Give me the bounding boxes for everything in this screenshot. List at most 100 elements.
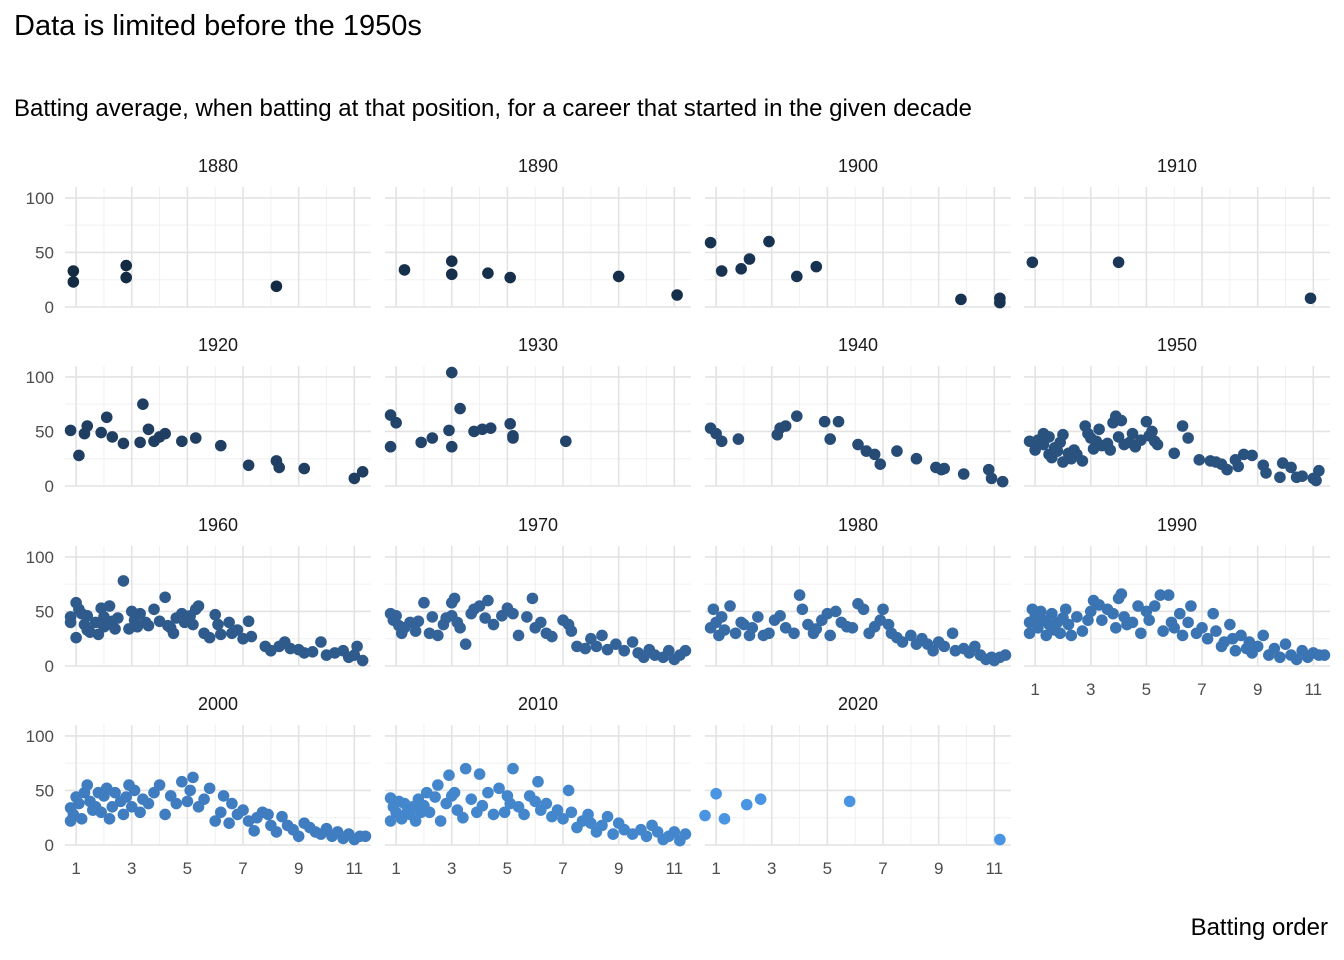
data-point: [292, 830, 305, 843]
data-point: [476, 799, 489, 812]
data-point: [679, 644, 692, 657]
data-point: [715, 611, 728, 623]
data-point: [1235, 629, 1247, 642]
data-point: [601, 810, 614, 823]
data-point: [117, 575, 130, 587]
data-point: [448, 786, 461, 799]
facet-panel-2000: 2000 0 50 100 1 3 5 7 9 11: [26, 694, 372, 878]
data-point: [1168, 622, 1181, 634]
data-point: [565, 625, 578, 637]
data-point: [1182, 616, 1194, 629]
data-point: [170, 797, 183, 810]
data-point: [1173, 607, 1186, 620]
facet-strip-label: 1930: [518, 335, 558, 355]
data-point: [1148, 600, 1161, 612]
data-point: [1071, 611, 1083, 623]
data-point: [590, 640, 603, 653]
data-point: [120, 271, 132, 284]
data-point: [891, 445, 903, 457]
data-point: [159, 808, 171, 821]
data-point: [226, 797, 238, 810]
data-point: [618, 644, 631, 657]
y-tick-label: 0: [45, 477, 54, 496]
data-point: [498, 806, 511, 819]
data-point: [1112, 256, 1125, 269]
data-point: [67, 276, 80, 288]
data-point: [134, 607, 146, 620]
data-point: [1168, 447, 1181, 460]
x-tick-label: 11: [345, 859, 363, 878]
data-point: [793, 589, 806, 601]
data-point: [1318, 649, 1331, 661]
data-point: [1224, 618, 1236, 631]
data-point: [1026, 256, 1039, 269]
y-tick-label: 100: [26, 727, 54, 746]
data-point: [384, 440, 397, 453]
x-tick-label: 11: [1304, 680, 1322, 699]
x-tick-label: 1: [1030, 680, 1039, 699]
data-point: [994, 833, 1006, 846]
data-point: [432, 779, 444, 791]
data-point: [518, 808, 530, 821]
data-point: [1310, 474, 1322, 487]
data-point: [189, 432, 202, 444]
data-point: [423, 806, 436, 819]
data-point: [774, 610, 786, 622]
data-point: [445, 366, 458, 379]
data-point: [459, 762, 472, 775]
y-tick-label: 50: [35, 422, 54, 441]
data-point: [95, 806, 107, 819]
x-tick-label: 3: [767, 859, 776, 878]
data-point: [1132, 600, 1144, 612]
data-point: [927, 644, 939, 657]
data-point: [398, 264, 411, 276]
data-point: [445, 255, 458, 267]
data-point: [607, 828, 619, 840]
facet-panel-1910: 1910: [1024, 156, 1330, 308]
data-point: [142, 423, 155, 436]
data-point: [187, 771, 199, 784]
data-point: [209, 608, 222, 621]
data-point: [1034, 605, 1047, 618]
data-point: [610, 638, 622, 650]
data-point: [874, 458, 887, 470]
data-point: [95, 426, 107, 439]
data-point: [710, 787, 722, 800]
data-point: [242, 615, 255, 628]
data-point: [946, 627, 959, 640]
y-tick-label: 50: [35, 243, 54, 262]
data-point: [818, 415, 831, 428]
data-point: [557, 813, 569, 825]
data-point: [306, 646, 319, 658]
data-point: [1257, 629, 1270, 642]
data-point: [1146, 425, 1158, 438]
data-point: [1176, 420, 1189, 432]
data-point: [443, 769, 455, 781]
data-point: [985, 472, 998, 485]
data-point: [896, 636, 909, 648]
data-point: [504, 271, 516, 284]
data-point: [128, 784, 141, 797]
facet-panel-1900: 1900: [704, 156, 1011, 309]
data-point: [73, 449, 85, 462]
data-point: [112, 612, 124, 624]
data-point: [432, 629, 444, 642]
data-point: [938, 462, 951, 475]
data-point: [81, 779, 94, 791]
data-point: [231, 624, 244, 636]
data-point: [910, 452, 923, 465]
data-point: [1151, 438, 1164, 451]
x-tick-label: 11: [665, 859, 683, 878]
data-point: [832, 415, 845, 428]
data-point: [73, 797, 85, 810]
chart-title: Data is limited before the 1950s: [14, 10, 422, 42]
data-point: [1246, 449, 1258, 462]
data-point: [298, 462, 311, 475]
data-point: [487, 618, 500, 631]
data-point: [707, 603, 720, 616]
data-point: [351, 640, 363, 653]
data-point: [418, 596, 430, 609]
data-point: [729, 627, 742, 640]
data-point: [1107, 607, 1119, 620]
data-point: [409, 625, 422, 637]
